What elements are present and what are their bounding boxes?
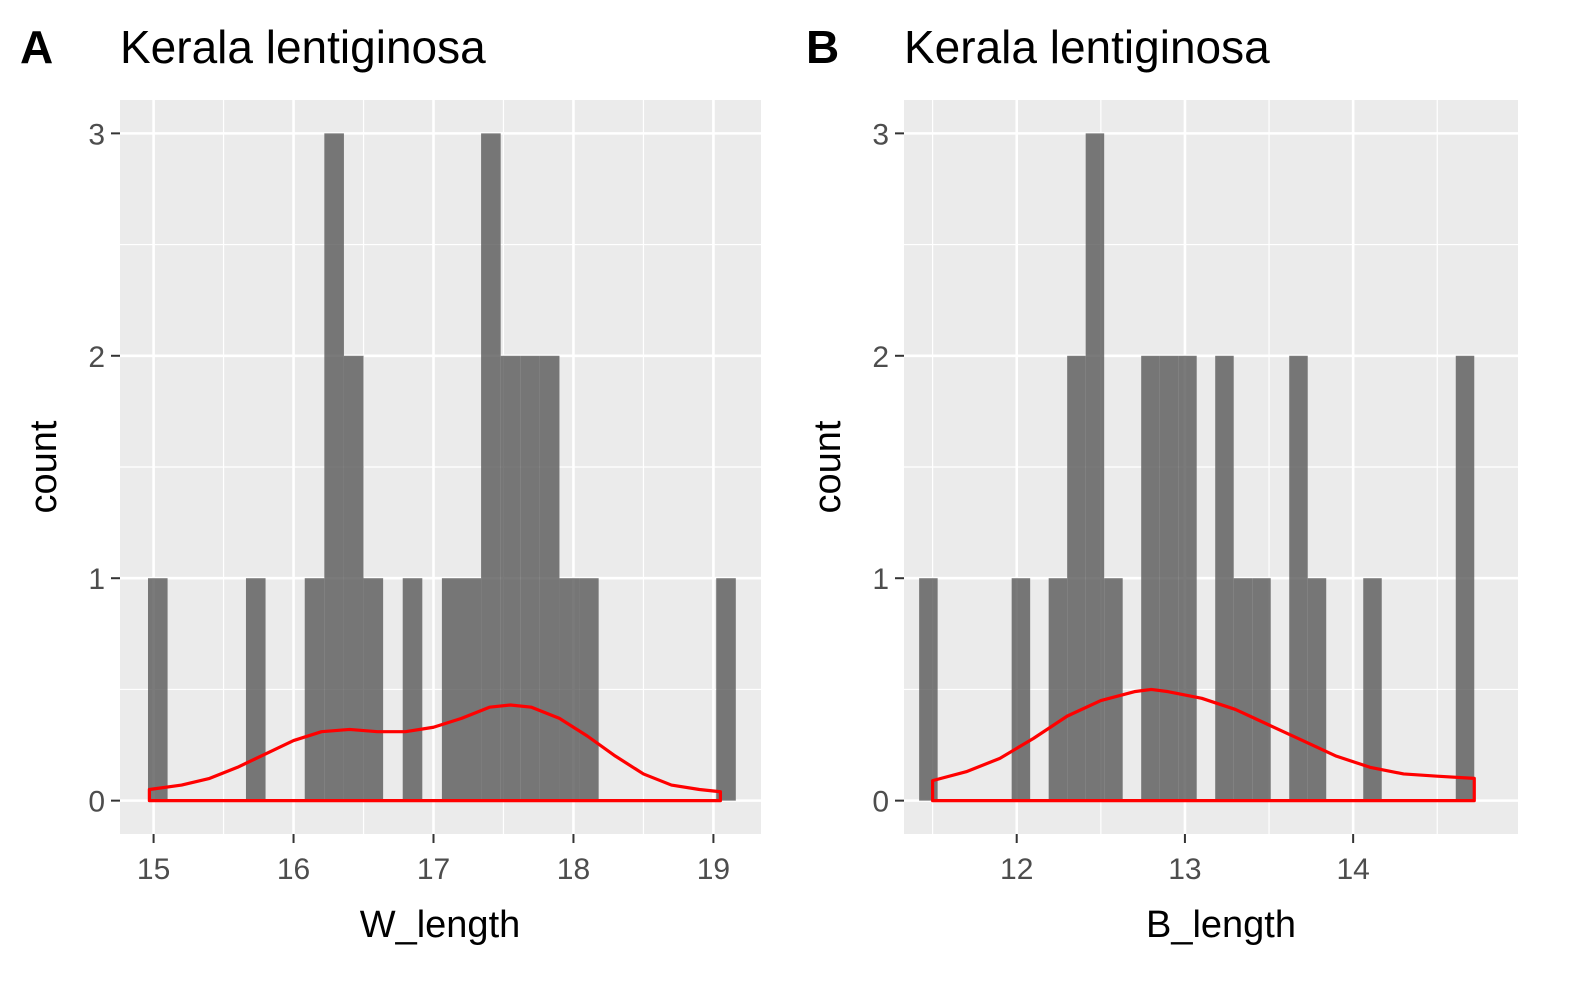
histogram-bar: [441, 578, 462, 801]
x-axis-title-b: B_length: [1146, 904, 1296, 946]
x-ticks-a: 15 16 17 18 19: [137, 834, 730, 886]
histogram-bar: [1159, 355, 1179, 801]
y-tick-label: 2: [88, 341, 105, 374]
y-tick-label: 3: [872, 118, 889, 151]
y-tick-label: 1: [88, 563, 105, 596]
histogram-bar: [1178, 355, 1197, 801]
panel-a: A Kerala lentiginosa 15 16 17 18 19 0 1 2 3 W_l…: [20, 21, 761, 946]
histogram-bar: [716, 578, 736, 801]
x-tick-label: 13: [1168, 853, 1201, 886]
histogram-bar: [324, 133, 344, 801]
histogram-bar: [461, 578, 482, 801]
histogram-bar: [304, 578, 325, 801]
histogram-bar: [245, 578, 266, 801]
y-tick-label: 2: [872, 341, 889, 374]
histogram-bar: [1011, 578, 1031, 801]
x-tick-label: 17: [417, 853, 450, 886]
histogram-bar: [1252, 578, 1271, 801]
histogram-bar: [1048, 578, 1068, 801]
x-tick-label: 18: [557, 853, 590, 886]
y-tick-label: 1: [872, 563, 889, 596]
histogram-bar: [402, 578, 423, 801]
histogram-bar: [1104, 578, 1123, 801]
histogram-bar: [500, 355, 521, 801]
x-tick-label: 14: [1336, 853, 1369, 886]
x-axis-title-a: W_length: [360, 904, 521, 946]
histogram-bar: [1067, 355, 1086, 801]
panel-title-a: Kerala lentiginosa: [120, 21, 486, 73]
y-axis-title-a: count: [23, 420, 65, 513]
histogram-bar: [1307, 578, 1327, 801]
x-tick-label: 12: [1000, 853, 1033, 886]
bars-a: [147, 133, 736, 801]
histogram-bar: [363, 578, 384, 801]
histogram-bar: [147, 578, 168, 801]
y-tick-label: 0: [88, 786, 105, 819]
density-a: [147, 703, 723, 803]
histogram-bar: [579, 578, 599, 801]
x-tick-label: 15: [137, 853, 170, 886]
histogram-bar: [1141, 355, 1160, 801]
panel-title-b: Kerala lentiginosa: [904, 21, 1270, 73]
x-tick-label: 19: [697, 853, 730, 886]
y-tick-label: 0: [872, 786, 889, 819]
x-tick-label: 16: [277, 853, 310, 886]
density-curve: [930, 687, 1476, 803]
density-curve: [147, 703, 723, 803]
y-axis-title-b: count: [807, 420, 849, 513]
histogram-bar: [1233, 578, 1253, 801]
panel-tag-b: B: [806, 21, 839, 73]
histogram-bar: [1363, 578, 1382, 801]
histogram-bar: [1289, 355, 1308, 801]
histogram-bar: [1085, 133, 1105, 801]
panel-tag-a: A: [20, 21, 53, 73]
histogram-bar: [1215, 355, 1234, 801]
y-tick-label: 3: [88, 118, 105, 151]
histogram-bar: [343, 355, 364, 801]
histogram-bar: [1455, 355, 1475, 801]
histogram-bar: [919, 578, 938, 801]
histogram-bar: [539, 355, 560, 801]
histogram-bar: [559, 578, 580, 801]
density-b: [930, 687, 1476, 803]
x-ticks-b: 12 13 14: [1000, 834, 1370, 886]
histogram-bar: [481, 133, 501, 801]
y-ticks-b: 0 1 2 3: [872, 118, 904, 819]
y-ticks-a: 0 1 2 3: [88, 118, 120, 819]
histogram-bar: [520, 355, 540, 801]
